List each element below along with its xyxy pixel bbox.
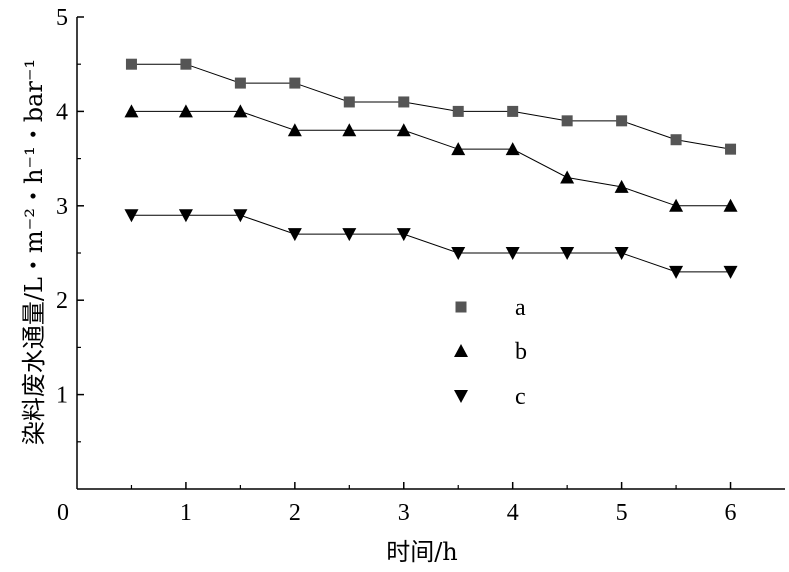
y-tick-label: 1 (56, 383, 68, 409)
data-point-a (343, 96, 355, 108)
x-tick-label: 4 (507, 500, 519, 526)
data-point-a (234, 77, 246, 89)
axes (76, 17, 785, 490)
y-axis-label: 染料废水通量/L・m⁻²・h⁻¹・bar⁻¹ (20, 59, 48, 445)
data-point-b (342, 123, 357, 137)
ticks: 0 1 2 3 4 5 6 1 2 3 4 5 (56, 5, 737, 526)
data-point-b (396, 123, 411, 137)
data-point-b (178, 104, 193, 118)
data-point-c (505, 247, 520, 260)
data-point-c (451, 247, 466, 260)
data-point-c (560, 247, 575, 260)
data-point-b (124, 104, 139, 118)
data-point-a (561, 115, 573, 127)
data-point-a (398, 96, 410, 108)
data-point-c (124, 209, 139, 223)
y-tick-label: 5 (56, 5, 68, 31)
data-point-a (616, 115, 628, 127)
data-point-b (723, 198, 738, 212)
data-point-a (670, 134, 682, 146)
data-point-b (614, 179, 629, 193)
legend-label-b: b (515, 339, 527, 365)
data-point-b (505, 142, 520, 156)
y-tick-label: 2 (56, 288, 68, 314)
data-point-c (614, 247, 629, 260)
data-point-c (396, 228, 411, 242)
x-tick-label: 5 (616, 500, 628, 526)
x-tick-label: 2 (289, 500, 301, 526)
series-markers (124, 58, 738, 279)
legend-marker-a (455, 301, 467, 313)
x-tick-label: 6 (725, 500, 737, 526)
data-point-c (178, 209, 193, 223)
data-point-c (233, 209, 248, 223)
data-point-c (723, 265, 738, 279)
data-point-b (451, 142, 466, 156)
series-line-a (131, 63, 731, 150)
data-point-c (669, 265, 684, 279)
data-point-b (287, 123, 302, 137)
x-axis-label: 时间/h (386, 538, 458, 566)
x-tick-label: 3 (398, 500, 410, 526)
series-lines (131, 63, 731, 273)
data-point-b (233, 104, 248, 118)
data-point-a (725, 143, 737, 155)
series-line-b (131, 110, 731, 207)
legend: abc (454, 295, 527, 410)
y-tick-label: 4 (56, 99, 68, 125)
data-point-a (507, 105, 519, 117)
data-point-c (342, 228, 357, 242)
legend-marker-c (454, 390, 468, 403)
legend-label-a: a (515, 295, 526, 321)
x-tick-label: 0 (57, 500, 69, 526)
y-tick-label: 3 (56, 194, 68, 220)
data-point-c (287, 228, 302, 242)
legend-label-c: c (515, 384, 526, 410)
data-point-a (125, 58, 137, 70)
data-point-a (289, 77, 301, 89)
data-point-b (669, 198, 684, 212)
data-point-a (452, 105, 464, 117)
legend-marker-b (454, 344, 468, 357)
data-point-b (560, 170, 575, 184)
series-line-c (131, 214, 731, 273)
x-tick-label: 1 (180, 500, 192, 526)
data-point-a (180, 58, 192, 70)
